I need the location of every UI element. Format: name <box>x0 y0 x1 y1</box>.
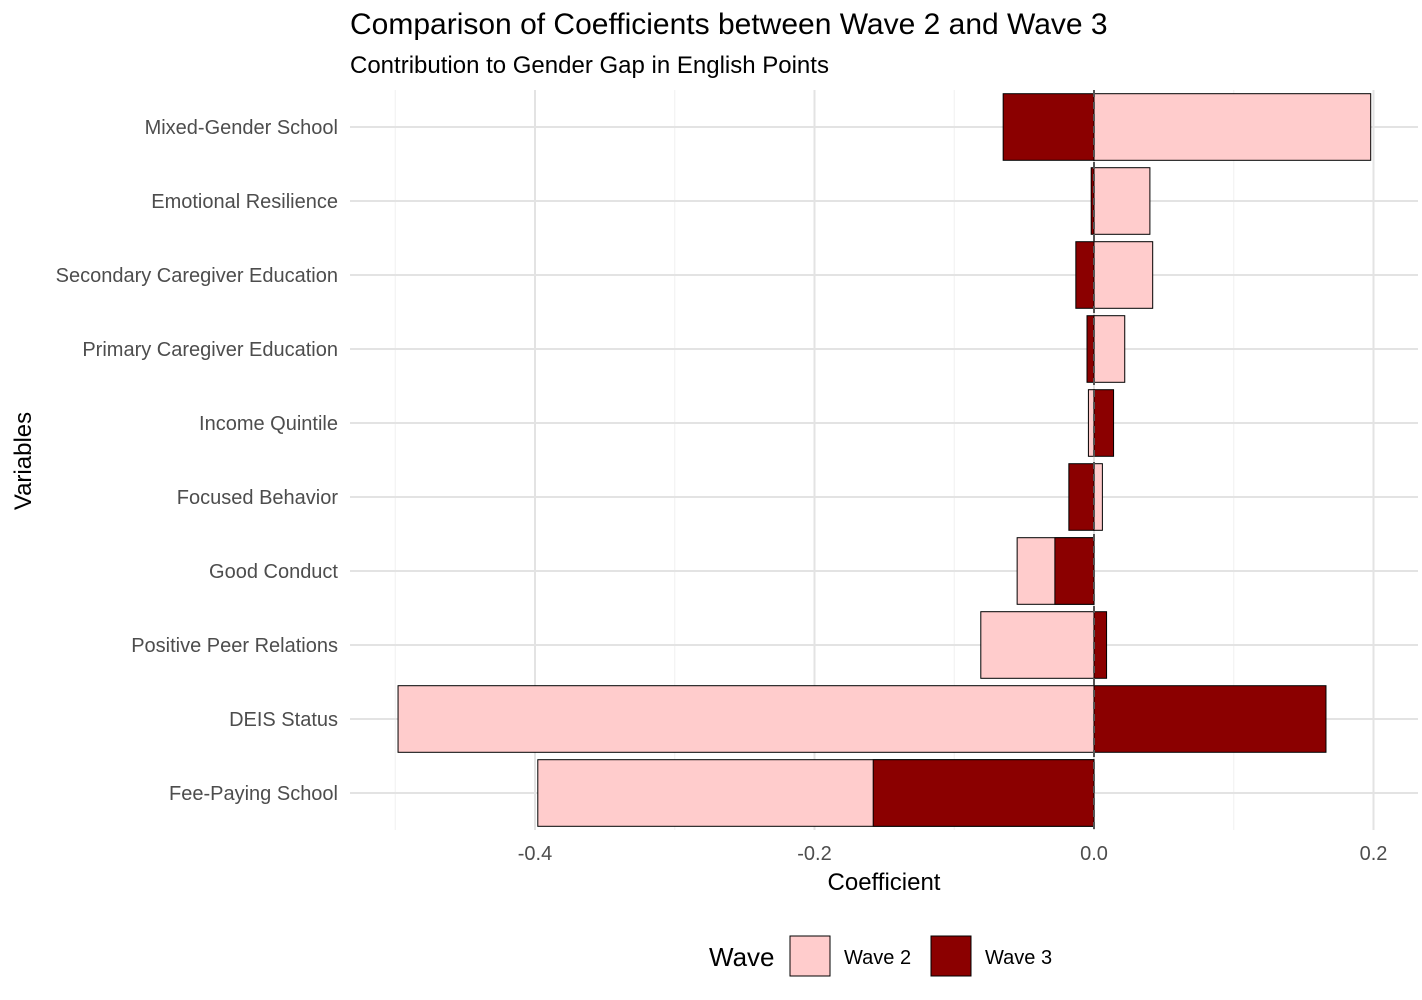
x-tick-labels: -0.4 -0.2 0.0 0.2 <box>518 843 1388 865</box>
bar-wave-3-primary-caregiver-education <box>1086 315 1095 383</box>
bar-wave-3-mixed-gender-school <box>1002 93 1095 161</box>
y-tick-label: Mixed-Gender School <box>145 117 338 139</box>
legend-swatch-wave-3 <box>930 935 972 977</box>
x-tick-label: 0.2 <box>1360 843 1388 865</box>
legend-swatch-wave-2 <box>789 935 831 977</box>
y-axis-label: Variables <box>10 412 37 510</box>
legend-label-wave-3: Wave 3 <box>985 947 1052 969</box>
y-tick-label: Fee-Paying School <box>169 783 338 805</box>
legend-items: Wave 2 Wave 3 <box>789 935 1052 977</box>
bar-wave-2-mixed-gender-school <box>1093 93 1372 161</box>
x-axis-label: Coefficient <box>828 869 941 896</box>
x-tick-label: 0.0 <box>1080 843 1108 865</box>
y-tick-label: Positive Peer Relations <box>131 635 338 657</box>
bar-wave-2-deis-status <box>397 685 1095 753</box>
bar-wave-3-good-conduct <box>1054 537 1095 605</box>
bar-wave-3-fee-paying-school <box>872 759 1095 827</box>
y-tick-label: Focused Behavior <box>177 487 339 509</box>
y-tick-labels: Mixed-Gender School Emotional Resilience S… <box>56 117 339 805</box>
y-tick-label: DEIS Status <box>229 709 338 731</box>
legend: Wave Wave 2 Wave 3 <box>709 935 1052 977</box>
bar-wave-2-secondary-caregiver-education <box>1093 241 1154 309</box>
bar-wave-2-focused-behavior <box>1093 463 1103 531</box>
y-tick-label: Primary Caregiver Education <box>82 339 338 361</box>
x-tick-label: -0.2 <box>797 843 831 865</box>
bar-wave-3-focused-behavior <box>1068 463 1095 531</box>
legend-label-wave-2: Wave 2 <box>844 947 911 969</box>
bar-wave-2-income-quintile <box>1087 389 1095 457</box>
bar-wave-3-secondary-caregiver-education <box>1075 241 1095 309</box>
bar-wave-3-income-quintile <box>1093 389 1115 457</box>
bar-wave-3-positive-peer-relations <box>1093 611 1108 679</box>
y-tick-label: Secondary Caregiver Education <box>56 265 338 287</box>
chart-title: Comparison of Coefficients between Wave … <box>350 8 1108 41</box>
bars <box>397 93 1372 827</box>
y-tick-label: Good Conduct <box>209 561 338 583</box>
y-tick-label: Income Quintile <box>199 413 338 435</box>
x-tick-label: -0.4 <box>518 843 552 865</box>
legend-title: Wave <box>709 942 775 972</box>
bar-wave-2-emotional-resilience <box>1093 167 1151 235</box>
bar-wave-2-positive-peer-relations <box>980 611 1095 679</box>
y-tick-label: Emotional Resilience <box>151 191 338 213</box>
chart-subtitle: Contribution to Gender Gap in English Po… <box>350 52 829 79</box>
bar-wave-3-deis-status <box>1093 685 1327 753</box>
bar-wave-2-primary-caregiver-education <box>1093 315 1126 383</box>
